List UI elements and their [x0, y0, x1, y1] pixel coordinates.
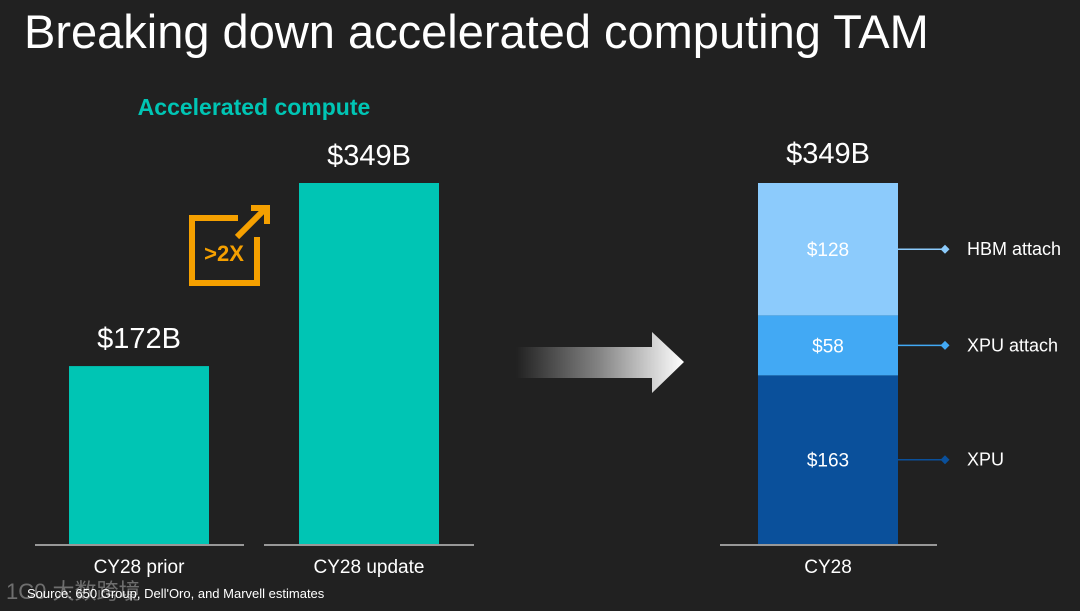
- source-note: Source: 650 Group, Dell'Oro, and Marvell…: [27, 586, 325, 601]
- watermark-logo: 1C0 大数跨境: [6, 579, 141, 604]
- category-label: CY28 update: [314, 557, 425, 578]
- bar-value-label: $172B: [97, 323, 181, 355]
- legend-label: HBM attach: [967, 239, 1061, 259]
- stack-segment-hbm-attach: [758, 183, 898, 316]
- bar-cy28-prior: [69, 366, 209, 544]
- category-label: CY28 prior: [94, 557, 185, 578]
- legend-marker: [940, 340, 950, 350]
- segment-value-label: $58: [812, 336, 844, 357]
- legend-marker: [940, 455, 950, 465]
- segment-value-label: $163: [807, 451, 849, 472]
- stack-segment-xpu: [758, 375, 898, 544]
- stack-segment-xpu-attach: [758, 315, 898, 376]
- page-title: Breaking down accelerated computing TAM: [24, 5, 929, 58]
- legend-label: XPU: [967, 450, 1004, 470]
- accelerated-compute-chart: Accelerated compute $172B CY28 prior $349B C…: [35, 94, 474, 578]
- growth-badge: >2X: [189, 205, 270, 286]
- bar-cy28-update: [299, 183, 439, 544]
- transition-arrow: [516, 332, 684, 393]
- chart-title: Accelerated compute: [138, 94, 371, 120]
- category-label: CY28: [804, 557, 852, 578]
- segment-value-label: $128: [807, 240, 849, 261]
- stack-total-label: $349B: [786, 138, 870, 170]
- legend-marker: [940, 244, 950, 254]
- growth-badge-label: >2X: [204, 241, 244, 266]
- bar-value-label: $349B: [327, 140, 411, 172]
- legend-label: XPU attach: [967, 335, 1058, 355]
- cy28-breakdown-chart: $163 XPU $58 XPU attach $128 HBM attach $349B C…: [720, 138, 1061, 578]
